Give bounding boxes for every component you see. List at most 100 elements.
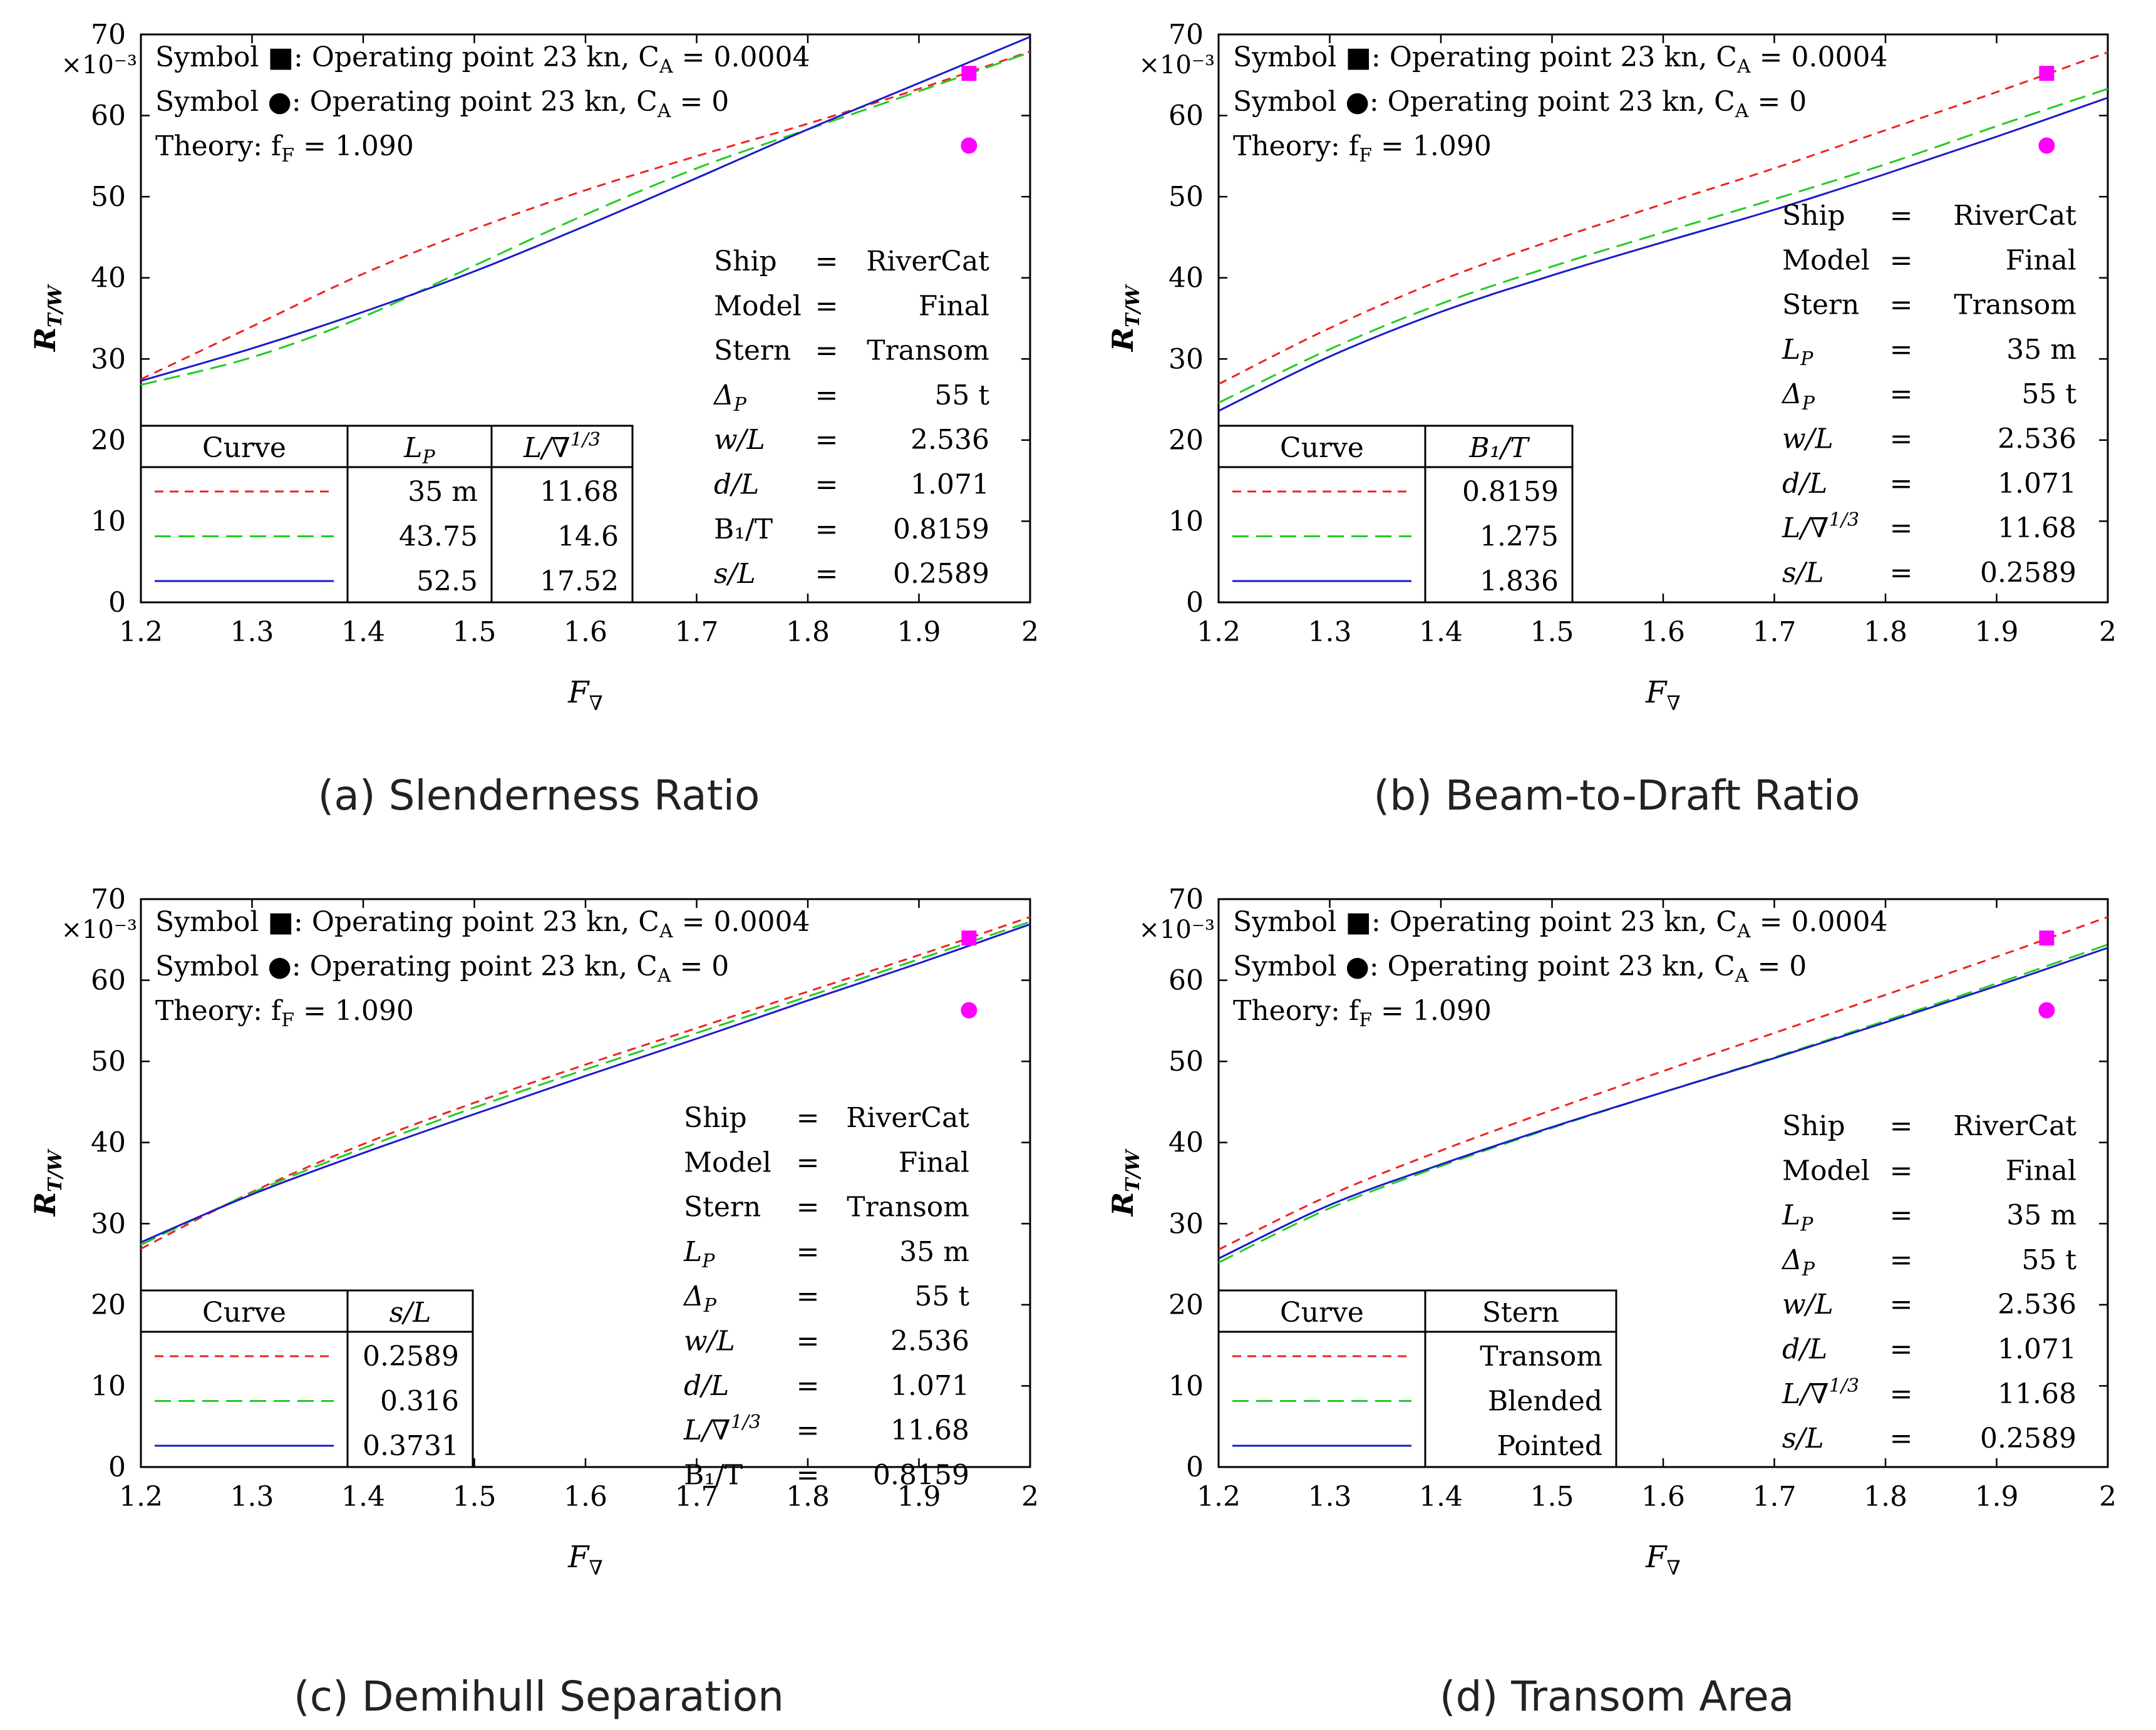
param-equals: = [1890,334,1913,366]
legend-header: Curve [1280,1297,1364,1329]
x-tick-label: 1.6 [1641,1481,1685,1513]
param-name: L/∇1/3 [1782,509,1859,544]
param-equals: = [815,558,838,590]
x-tick-label: 1.8 [1864,1481,1907,1513]
y-tick-label: 50 [91,1046,126,1078]
param-name: d/L [1782,468,1827,500]
param-name: s/L [714,558,756,590]
y-tick-label: 50 [1168,181,1204,213]
legend-cell: 14.6 [557,521,619,553]
param-equals: = [1890,244,1913,276]
x-axis: 1.2 1.3 1.4 1.5 1.6 1.7 1.8 1.9 2 [119,899,1039,1513]
x-axis: 1.2 1.3 1.4 1.5 1.6 1.7 1.8 1.9 2 [1197,34,2117,648]
x-tick-label: 1.4 [341,616,385,648]
y-axis-label-group: RT/W [28,284,66,353]
y-scale-label: ×10⁻³ [61,51,137,80]
param-name: Stern [1782,289,1859,321]
x-axis-label: F∇ [1645,1540,1681,1580]
y-tick-label: 40 [1168,1127,1204,1159]
annotation-0: Symbol ■: Operating point 23 kn, CA = 0.… [155,41,810,78]
param-equals: = [1890,1334,1913,1366]
param-value: Final [899,1146,969,1178]
param-name: Stern [684,1192,761,1223]
param-equals: = [797,1370,820,1402]
y-axis-label: RT/W [1106,1148,1144,1218]
operating-point-circle [961,1002,977,1019]
param-name: Ship [714,245,777,277]
param-equals: = [1890,289,1913,321]
param-name: w/L [1782,1289,1834,1321]
legend-cell: 0.3731 [363,1430,459,1462]
legend-cell: Blended [1488,1386,1602,1418]
param-value: Transom [1954,289,2076,321]
param-value: Final [2006,244,2076,276]
operating-point-circle [961,137,977,154]
param-value: Transom [847,1192,969,1223]
y-axis-label: RT/W [1106,284,1144,353]
x-axis: 1.2 1.3 1.4 1.5 1.6 1.7 1.8 1.9 2 [1197,899,2117,1513]
param-name: Ship [1782,200,1845,232]
param-equals: = [815,513,838,545]
series-group [140,916,1031,1250]
param-equals: = [797,1280,820,1312]
y-axis-label: RT/W [28,1148,66,1218]
legend-cell: 11.68 [540,476,619,508]
param-name: Stern [714,335,791,367]
y-tick-label: 0 [1186,1451,1204,1483]
series-group [1218,51,2108,412]
param-equals: = [797,1326,820,1357]
param-equals: = [815,469,838,501]
param-equals: = [1890,1110,1913,1142]
y-tick-label: 40 [91,1127,126,1159]
operating-point-square [961,930,977,946]
legend-table: Curve LP L/∇1/3 35 m 11.68 43.75 14.6 52.5 17.52 [140,425,634,604]
param-value: RiverCat [1953,1110,2076,1142]
y-tick-label: 60 [1168,965,1204,997]
legend-table: Curve s/L 0.2589 0.316 0.3731 [140,1289,474,1468]
y-tick-label: 70 [1168,19,1204,51]
legend-header: Curve [202,1297,286,1329]
legend-cell: 1.275 [1480,521,1559,553]
operating-point-circle [2038,137,2055,154]
y-tick-label: 0 [1186,587,1204,619]
y-tick-label: 30 [1168,343,1204,375]
param-value: 35 m [2006,1200,2076,1232]
param-equals: = [1890,423,1913,455]
param-value: 1.071 [910,469,989,501]
param-equals: = [815,379,838,411]
param-equals: = [1890,1200,1913,1232]
operating-point-square [2039,930,2055,946]
annotation-0: Symbol ■: Operating point 23 kn, CA = 0.… [1233,906,1887,942]
y-axis: 0 10 20 30 40 50 60 70 [91,19,1030,619]
series-line-blue-solid [1218,947,2108,1260]
x-axis-label: F∇ [1645,675,1681,715]
x-tick-label: 2 [1021,616,1039,648]
legend-cell: 0.2589 [363,1341,459,1372]
param-value: 0.2589 [1980,557,2076,589]
y-axis: 0 10 20 30 40 50 60 70 [91,883,1030,1483]
param-equals: = [1890,468,1913,500]
x-tick-label: 1.2 [119,1481,163,1513]
series-line-red-dash [1218,51,2108,385]
x-tick-label: 1.5 [453,616,497,648]
param-equals: = [1890,200,1913,232]
param-equals: = [797,1459,820,1491]
param-value: 2.536 [1998,423,2076,455]
param-name: L/∇1/3 [683,1411,761,1446]
annotation-2: Theory: fF = 1.090 [1233,995,1492,1031]
param-name: B₁/T [714,513,773,545]
y-tick-label: 70 [91,19,126,51]
param-name: Model [684,1146,771,1178]
param-value: Final [2006,1155,2076,1187]
param-value: 55 t [2021,1244,2076,1276]
annotation-0: Symbol ■: Operating point 23 kn, CA = 0.… [1233,41,1887,78]
y-tick-label: 60 [91,965,126,997]
y-tick-label: 10 [1168,1370,1204,1402]
x-axis-label: F∇ [567,1540,603,1580]
annotation-2: Theory: fF = 1.090 [155,130,414,167]
chart-d-svg: 1.2 1.3 1.4 1.5 1.6 1.7 1.8 1.9 2010203040506070… [1106,883,2117,1580]
param-value: Final [919,290,989,322]
legend-cell: 0.8159 [1462,476,1559,508]
param-value: 0.2589 [893,558,989,590]
annotation-0: Symbol ■: Operating point 23 kn, CA = 0.… [155,906,810,942]
